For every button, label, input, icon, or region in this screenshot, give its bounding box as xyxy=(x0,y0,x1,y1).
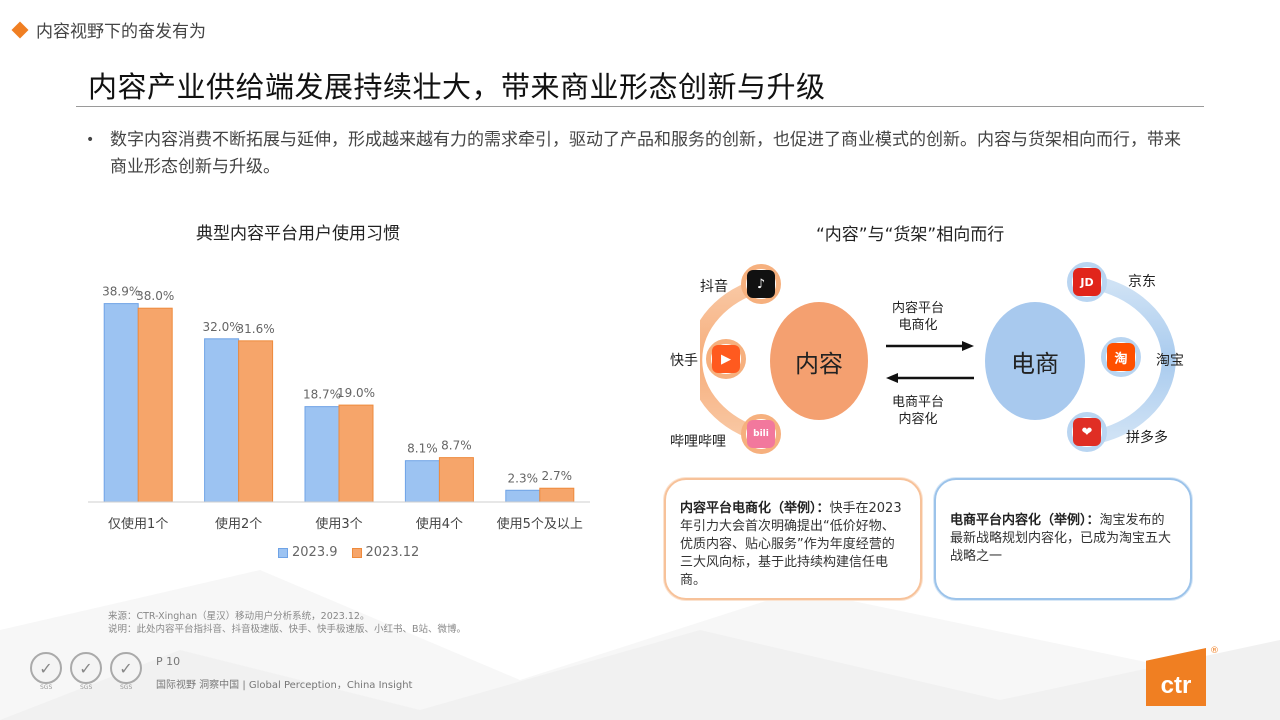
arrow-label-line: 内容平台 xyxy=(892,301,945,316)
pinduoduo-icon: ❤ xyxy=(1073,418,1101,446)
data-label: 8.7% xyxy=(441,439,472,453)
data-label: 2.3% xyxy=(508,471,539,485)
section-tag: 内容视野下的奋发有为 xyxy=(11,17,206,42)
content-label: 内容 xyxy=(795,349,843,378)
data-label: 18.7% xyxy=(303,388,341,402)
note-line: 说明：此处内容平台指抖音、抖音极速版、快手、快手极速版、小红书、B站、微博。 xyxy=(108,624,467,635)
bar-chart: 38.9%38.0% 仅使用1个 32.0%31.6% 使用2个 18.7%19.0% 使… xyxy=(88,285,590,532)
ecommerce-label: 电商 xyxy=(1011,349,1059,378)
source-line: 来源：CTR-Xinghan（星汉）移动用户分析系统，2023.12。 xyxy=(108,611,370,622)
douyin-icon-ring: ♪ xyxy=(741,264,781,304)
bar-2023-12 xyxy=(137,307,173,503)
jd-icon: JD xyxy=(1073,268,1101,296)
data-label: 38.0% xyxy=(136,289,174,303)
certification-seal-icon: ✓ xyxy=(70,652,102,684)
card-lead: 内容平台电商化（举例）： xyxy=(680,501,830,516)
data-label: 2.7% xyxy=(542,469,573,483)
legend-swatch-orange xyxy=(351,547,362,558)
bar-2023-12 xyxy=(338,404,374,503)
arrow-label-line: 电商化 xyxy=(898,318,938,333)
ctr-logo-text: ctr xyxy=(1160,672,1192,699)
page-number: P 10 xyxy=(156,655,181,668)
data-label: 31.6% xyxy=(237,322,275,336)
arrow-label-line: 内容化 xyxy=(898,412,938,427)
sgs-label: SGS xyxy=(120,684,133,691)
taobao-icon: 淘 xyxy=(1107,343,1135,371)
jd-icon-ring: JD xyxy=(1067,262,1107,302)
taobao-icon-ring: 淘 xyxy=(1101,337,1141,377)
legend-item-2023-9: 2023.9 xyxy=(278,545,338,560)
ctr-logo: ctr xyxy=(1146,648,1206,706)
arrow-label-line: 电商平台 xyxy=(892,395,945,410)
card-content-ecommerce: 内容平台电商化（举例）：快手在2023年引力大会首次明确提出“低价好物、优质内容… xyxy=(664,478,922,600)
arc-decoration xyxy=(700,277,1176,443)
bar-2023-12 xyxy=(238,340,274,503)
chart-legend: 2023.9 2023.12 xyxy=(278,545,419,560)
bar-2023-12 xyxy=(438,457,474,503)
bullet-paragraph: • 数字内容消费不断拓展与延伸，形成越来越有力的需求牵引，驱动了产品和服务的创新… xyxy=(86,127,1196,181)
data-label: 8.1% xyxy=(407,442,438,456)
bar-2023-9 xyxy=(505,489,541,503)
diamond-icon xyxy=(11,21,29,38)
page-title: 内容产业供给端发展持续壮大，带来商业形态创新与升级 xyxy=(88,70,826,104)
sgs-label: SGS xyxy=(80,684,93,691)
app-label-jd: 京东 xyxy=(1128,274,1156,290)
bar-2023-9 xyxy=(404,460,440,503)
ecommerce-circle: 电商 xyxy=(985,302,1085,420)
footer-decoration xyxy=(0,570,1280,720)
app-label-bilibili: 哔哩哔哩 xyxy=(670,434,726,450)
category-label: 仅使用1个 xyxy=(108,516,168,532)
category-label: 使用2个 xyxy=(215,516,262,532)
footer-tagline: 国际视野 洞察中国 | Global Perception，China Insi… xyxy=(156,680,413,691)
legend-swatch-blue xyxy=(278,547,288,558)
card-text: 淘宝发布的最新战略规划内容化，已成为淘宝五大战略之一 xyxy=(950,513,1172,564)
legend-label: 2023.9 xyxy=(292,545,338,560)
app-label-taobao: 淘宝 xyxy=(1156,353,1184,369)
content-circle: 内容 xyxy=(770,302,868,420)
bilibili-icon-ring: bili xyxy=(741,414,781,454)
data-label: 32.0% xyxy=(203,320,241,334)
card-text: 快手在2023年引力大会首次明确提出“低价好物、优质内容、贴心服务”作为年度经营… xyxy=(680,501,902,588)
data-label: 19.0% xyxy=(337,386,375,400)
certification-seal-icon: ✓ xyxy=(110,652,142,684)
legend-label: 2023.12 xyxy=(365,545,420,560)
bullet-text: 数字内容消费不断拓展与延伸，形成越来越有力的需求牵引，驱动了产品和服务的创新，也… xyxy=(110,130,1181,177)
kuaishou-icon: ▶ xyxy=(712,345,740,373)
category-label: 使用4个 xyxy=(416,516,463,532)
category-label: 使用3个 xyxy=(315,516,362,532)
category-label: 使用5个及以上 xyxy=(497,516,583,532)
bar-2023-12 xyxy=(539,487,575,503)
card-ecommerce-content: 电商平台内容化（举例）：淘宝发布的最新战略规划内容化，已成为淘宝五大战略之一 xyxy=(934,478,1192,600)
app-label-douyin: 抖音 xyxy=(700,279,728,295)
app-label-kuaishou: 快手 xyxy=(670,353,698,369)
douyin-icon: ♪ xyxy=(747,270,775,298)
title-divider xyxy=(76,106,1204,107)
bullet-dot-icon: • xyxy=(86,132,95,148)
bar-2023-9 xyxy=(204,338,240,503)
arrow-label-top: 内容平台 电商化 xyxy=(892,300,944,334)
pinduoduo-icon-ring: ❤ xyxy=(1067,412,1107,452)
bar-2023-9 xyxy=(304,406,340,503)
kuaishou-icon-ring: ▶ xyxy=(706,339,746,379)
bar-2023-9 xyxy=(103,303,139,503)
app-label-pinduoduo: 拼多多 xyxy=(1126,430,1168,446)
legend-item-2023-12: 2023.12 xyxy=(351,545,420,560)
section-label: 内容视野下的奋发有为 xyxy=(36,22,206,42)
card-lead: 电商平台内容化（举例）： xyxy=(950,513,1100,528)
arrow-label-bottom: 电商平台 内容化 xyxy=(892,394,944,428)
sgs-label: SGS xyxy=(40,684,53,691)
bilibili-icon: bili xyxy=(747,420,775,448)
chart-title: 典型内容平台用户使用习惯 xyxy=(196,224,400,244)
certification-seal-icon: ✓ xyxy=(30,652,62,684)
source-note: 来源：CTR-Xinghan（星汉）移动用户分析系统，2023.12。 说明：此… xyxy=(108,610,466,636)
data-label: 38.9% xyxy=(102,285,140,299)
diagram-title: “内容”与“货架”相向而行 xyxy=(816,225,1005,245)
registered-mark-icon: ® xyxy=(1210,646,1219,656)
